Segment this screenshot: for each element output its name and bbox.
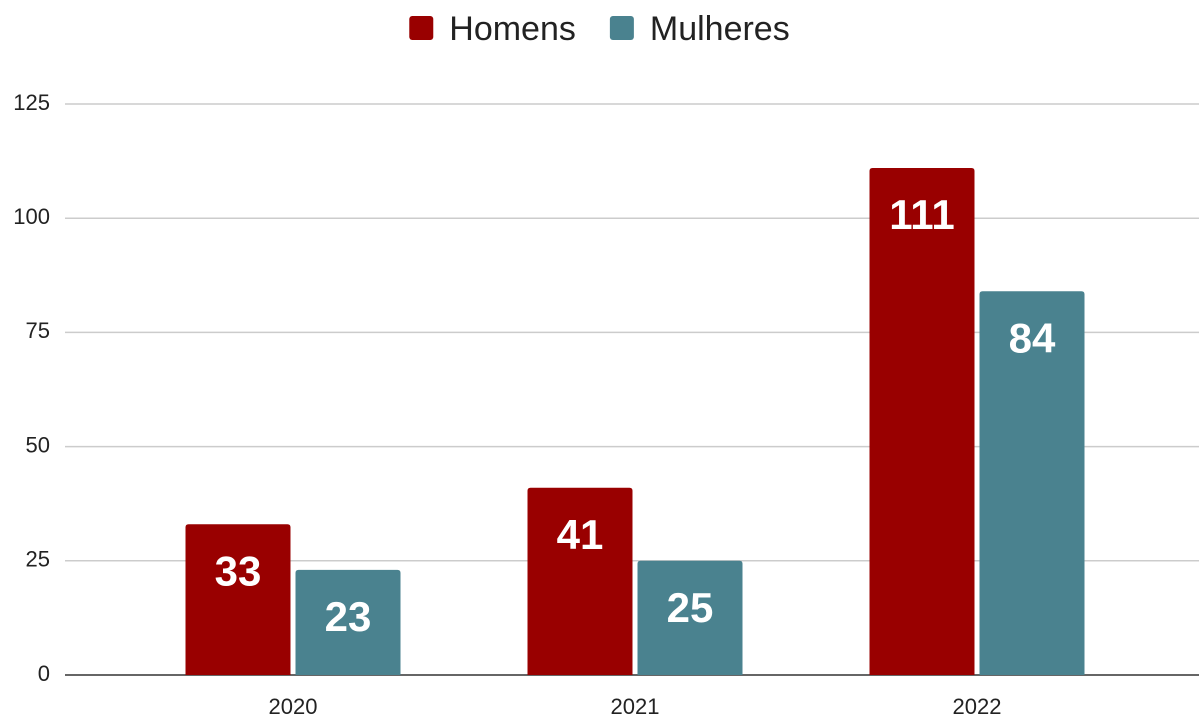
legend-swatch <box>409 16 434 40</box>
y-tick-label: 25 <box>26 547 50 572</box>
bar <box>185 524 291 675</box>
y-tick-label: 100 <box>13 204 50 229</box>
y-tick-label: 125 <box>13 90 50 115</box>
bar <box>869 167 975 675</box>
data-label: 84 <box>1009 314 1056 361</box>
legend-label: Homens <box>449 10 576 48</box>
data-label: 23 <box>325 593 372 640</box>
data-label: 25 <box>667 584 714 631</box>
y-tick-label: 75 <box>26 318 50 343</box>
bar <box>295 569 401 675</box>
y-tick-label: 50 <box>26 432 50 457</box>
legend-swatch <box>609 16 634 40</box>
data-label: 33 <box>215 547 262 594</box>
y-tick-label: 0 <box>38 661 50 686</box>
data-label: 41 <box>557 511 604 558</box>
bar <box>979 291 1085 675</box>
x-tick-label: 2020 <box>269 694 318 719</box>
bar <box>527 487 633 675</box>
x-tick-label: 2022 <box>953 694 1002 719</box>
x-tick-label: 2021 <box>611 694 660 719</box>
data-label: 111 <box>889 191 954 238</box>
bar <box>637 560 743 675</box>
legend-label: Mulheres <box>650 10 790 48</box>
